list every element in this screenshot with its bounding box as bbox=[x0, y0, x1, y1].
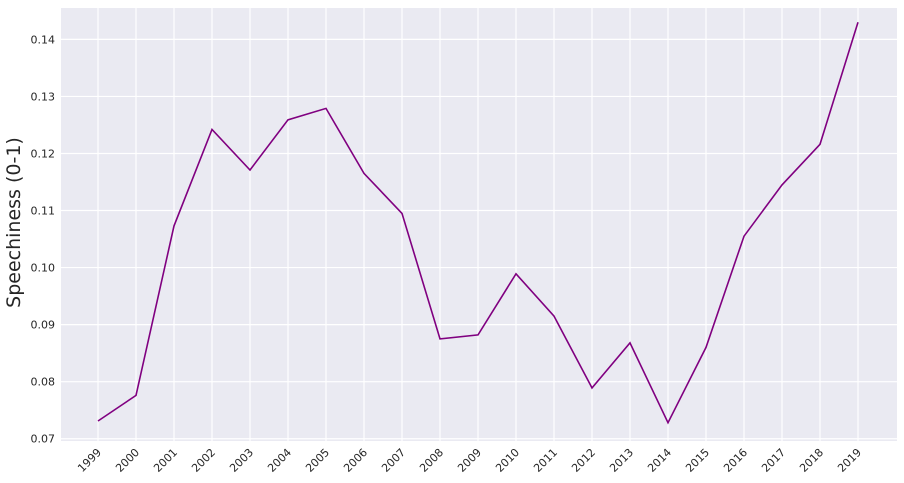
y-tick-label: 0.09 bbox=[31, 319, 56, 332]
y-axis-label: Speechiness (0-1) bbox=[3, 137, 25, 308]
x-tick-label: 2000 bbox=[113, 446, 142, 475]
x-tick-label: 2008 bbox=[417, 446, 446, 475]
y-tick-label: 0.13 bbox=[31, 90, 56, 103]
y-tick-label: 0.07 bbox=[31, 433, 56, 446]
x-tick-label: 2001 bbox=[151, 446, 180, 475]
x-tick-label: 2010 bbox=[493, 446, 522, 475]
x-tick-label: 2002 bbox=[189, 446, 218, 475]
x-tick-label: 2013 bbox=[607, 446, 636, 475]
x-tick-label: 2003 bbox=[227, 446, 256, 475]
x-tick-label: 2019 bbox=[835, 446, 864, 475]
y-tick-labels: 0.07 0.08 0.09 0.10 0.11 0.12 0.13 0.14 bbox=[31, 33, 56, 445]
x-tick-label: 1999 bbox=[75, 446, 104, 475]
x-tick-label: 2011 bbox=[531, 446, 560, 475]
x-tick-labels: 1999 2000 2001 2002 2003 2004 2005 2006 2007 2008… bbox=[75, 446, 864, 475]
series-line bbox=[97, 22, 859, 425]
y-tick-label: 0.12 bbox=[31, 147, 56, 160]
x-tick-label: 2009 bbox=[455, 446, 484, 475]
grid-lines bbox=[61, 8, 897, 441]
x-tick-label: 2004 bbox=[265, 446, 294, 475]
plot-area bbox=[61, 8, 897, 441]
x-tick-label: 2015 bbox=[683, 446, 712, 475]
y-tick-label: 0.11 bbox=[31, 205, 56, 218]
x-tick-label: 2014 bbox=[645, 446, 674, 475]
x-tick-label: 2005 bbox=[303, 446, 332, 475]
x-tick-label: 2016 bbox=[721, 446, 750, 475]
y-tick-label: 0.14 bbox=[31, 33, 56, 46]
y-tick-label: 0.10 bbox=[31, 262, 56, 275]
x-tick-label: 2018 bbox=[797, 446, 826, 475]
x-tick-label: 2006 bbox=[341, 446, 370, 475]
y-tick-label: 0.08 bbox=[31, 376, 56, 389]
x-tick-label: 2007 bbox=[379, 446, 408, 475]
x-tick-label: 2012 bbox=[569, 446, 598, 475]
x-tick-label: 2017 bbox=[759, 446, 788, 475]
